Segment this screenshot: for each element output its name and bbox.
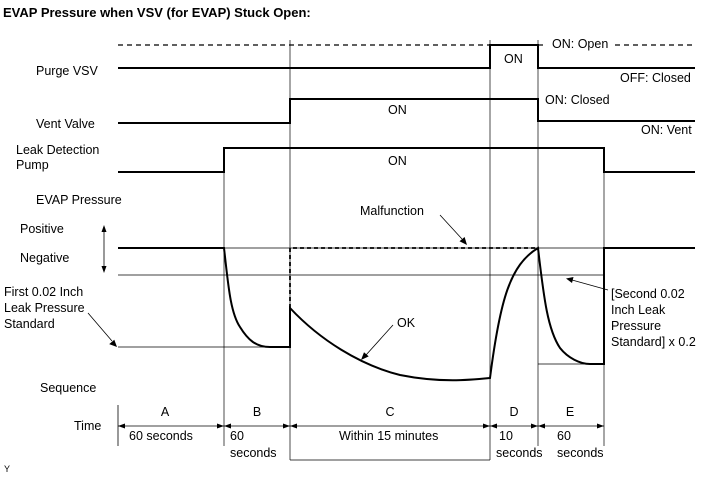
malfunction-label: Malfunction xyxy=(360,204,424,218)
second-standard-arrow xyxy=(566,277,609,291)
ldp-on-label: ON xyxy=(388,154,407,168)
phase-b-duration-line1: 60 xyxy=(230,429,244,443)
malfunction-dashed-curve xyxy=(289,247,538,308)
purge-on-label: ON xyxy=(504,52,523,66)
vent-valve-label: Vent Valve xyxy=(36,117,95,131)
vent-on-vent-label: ON: Vent xyxy=(641,123,692,137)
first-standard-label-line3: Standard xyxy=(4,317,55,331)
sequence-label: Sequence xyxy=(40,381,96,395)
ok-arrow xyxy=(361,324,394,360)
phase-c-letter: C xyxy=(385,405,394,419)
phase-e-duration-line1: 60 xyxy=(557,429,571,443)
second-standard-label-line1: [Second 0.02 xyxy=(611,287,685,301)
phase-a-letter: A xyxy=(161,405,170,419)
positive-label: Positive xyxy=(20,222,64,236)
ldp-signal xyxy=(118,147,695,173)
purge-vsv-label: Purge VSV xyxy=(36,64,99,78)
phase-b-duration-line2: seconds xyxy=(230,446,277,460)
phase-d-duration-line1: 10 xyxy=(499,429,513,443)
first-standard-label-line2: Leak Pressure xyxy=(4,301,85,315)
diagram-title: EVAP Pressure when VSV (for EVAP) Stuck … xyxy=(3,5,311,20)
phase-e-duration-line2: seconds xyxy=(557,446,604,460)
vent-on-closed-label: ON: Closed xyxy=(545,93,610,107)
purge-vsv-signal xyxy=(118,44,695,69)
ldp-label-line1: Leak Detection xyxy=(16,143,99,157)
first-standard-leader-arrow xyxy=(87,312,117,347)
time-dimension-line xyxy=(117,405,604,446)
phase-a-duration: 60 seconds xyxy=(129,429,193,443)
phase-e-letter: E xyxy=(566,405,574,419)
evap-pressure-label: EVAP Pressure xyxy=(36,193,122,207)
phase-c-duration: Within 15 minutes xyxy=(339,429,438,443)
purge-on-open-label: ON: Open xyxy=(552,37,608,51)
second-standard-label-line3: Pressure xyxy=(611,319,661,333)
first-standard-label-line1: First 0.02 Inch xyxy=(4,285,83,299)
vent-valve-signal xyxy=(118,98,695,124)
ldp-label-line2: Pump xyxy=(16,158,49,172)
vent-on-label: ON xyxy=(388,103,407,117)
phase-d-letter: D xyxy=(509,405,518,419)
footer-mark: Y xyxy=(4,464,10,474)
negative-label: Negative xyxy=(20,251,69,265)
time-label: Time xyxy=(74,419,101,433)
second-standard-label-line2: Inch Leak xyxy=(611,303,666,317)
malfunction-arrow xyxy=(439,214,467,245)
phase-d-duration-line2: seconds xyxy=(496,446,543,460)
evap-pressure-curve xyxy=(118,246,695,382)
purge-off-closed-label: OFF: Closed xyxy=(620,71,691,85)
second-standard-label-line4: Standard] x 0.2 xyxy=(611,335,696,349)
ok-label: OK xyxy=(397,316,416,330)
positive-negative-arrow xyxy=(101,225,107,273)
phase-b-letter: B xyxy=(253,405,261,419)
